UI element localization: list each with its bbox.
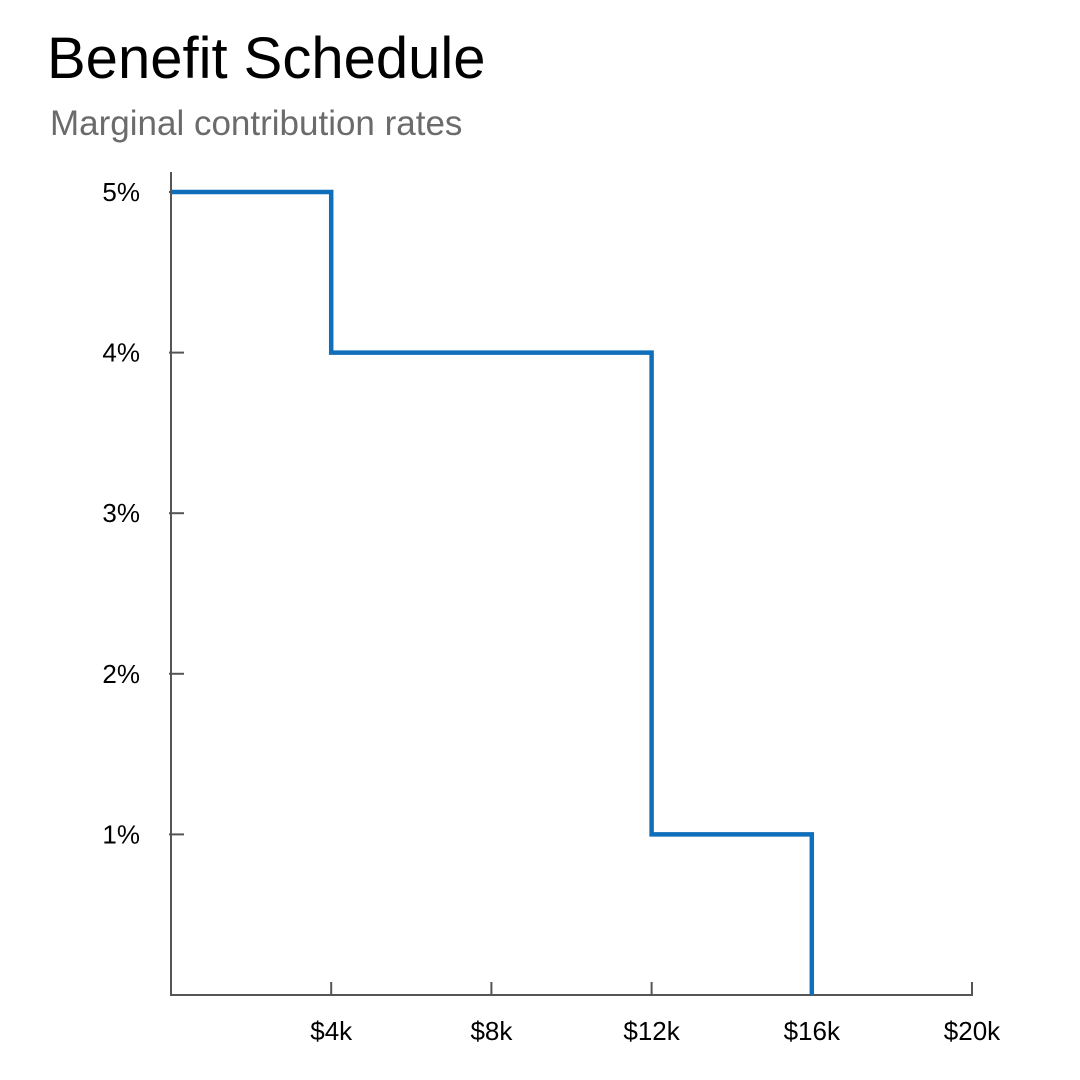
x-tick-label: $8k: [470, 1016, 513, 1046]
y-tick-label: 5%: [102, 177, 140, 207]
chart-subtitle: Marginal contribution rates: [50, 104, 463, 143]
axes: [170, 172, 973, 996]
x-axis-ticks: $4k $8k $12k $16k $20k: [310, 982, 1001, 1046]
x-tick-label: $20k: [944, 1016, 1001, 1046]
y-axis-ticks: 1% 2% 3% 4% 5%: [102, 177, 184, 849]
series-layer: [170, 189, 815, 996]
step-series-line: [171, 189, 815, 995]
y-tick-label: 1%: [102, 819, 140, 849]
x-tick-label: $4k: [310, 1016, 353, 1046]
x-tick-label: $16k: [784, 1016, 841, 1046]
x-tick-label: $12k: [623, 1016, 680, 1046]
y-tick-label: 2%: [102, 659, 140, 689]
y-tick-label: 4%: [102, 338, 140, 368]
chart-title: Benefit Schedule: [47, 26, 486, 91]
y-tick-label: 3%: [102, 498, 140, 528]
